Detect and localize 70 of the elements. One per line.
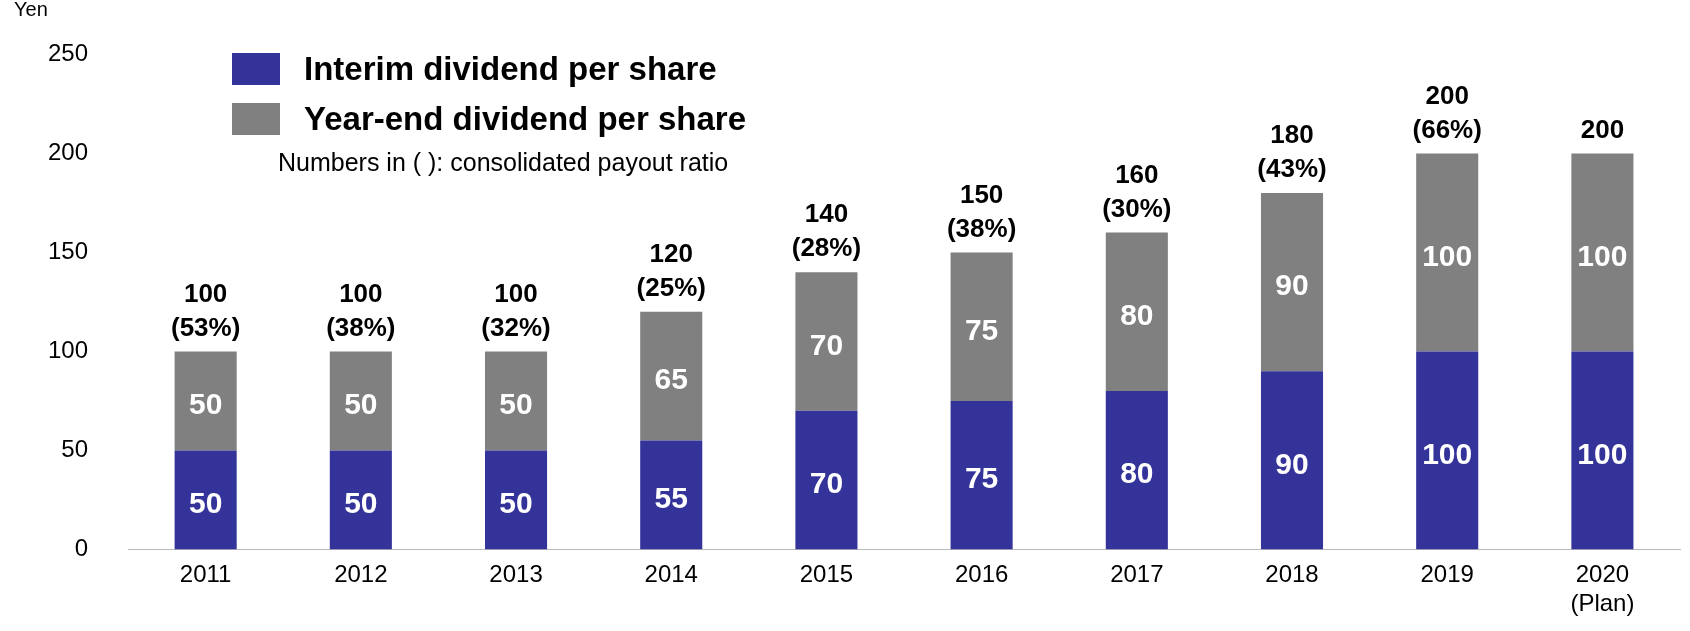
- bar: [484, 450, 548, 550]
- total-label: 150 (38%): [946, 178, 1017, 243]
- data-label: 80: [1120, 456, 1154, 490]
- data-label: 100: [1422, 436, 1473, 470]
- bar: [174, 450, 237, 550]
- x-tick-label: 2015: [799, 560, 854, 588]
- bar: [329, 450, 392, 550]
- x-tick-label: 2019: [1420, 560, 1474, 588]
- legend-label: Interim dividend per share: [304, 50, 717, 88]
- bar: [174, 351, 237, 451]
- data-label: 50: [344, 486, 378, 520]
- total-label: 120 (25%): [636, 237, 706, 302]
- bar: [640, 440, 703, 550]
- bar: [1260, 193, 1324, 372]
- x-tick-label: 2014: [644, 560, 698, 588]
- data-label: 75: [964, 312, 999, 346]
- data-label: 50: [499, 387, 533, 421]
- data-label: 50: [188, 486, 223, 520]
- data-label: 70: [809, 466, 844, 500]
- data-label: 50: [188, 387, 223, 421]
- y-tick-label: 150: [48, 237, 89, 265]
- y-tick-label: 200: [48, 138, 89, 166]
- data-label: 100: [1577, 238, 1628, 272]
- legend-label: Year-end dividend per share: [304, 100, 746, 138]
- y-tick-label: 50: [61, 435, 89, 463]
- annotation: Numbers in ( ): consolidated payout ratio: [278, 148, 729, 177]
- bar: [1105, 232, 1168, 391]
- x-tick-label: 2011: [179, 560, 232, 588]
- data-label: 50: [499, 486, 533, 520]
- bar: [1105, 391, 1168, 550]
- bar: [1416, 153, 1479, 352]
- bar: [640, 311, 703, 441]
- y-tick-label: 0: [74, 534, 89, 562]
- data-label: 100: [1577, 436, 1628, 470]
- bar: [1571, 153, 1634, 352]
- bar: [1416, 351, 1479, 550]
- bar: [1571, 351, 1634, 550]
- data-label: 50: [344, 387, 378, 421]
- y-axis-title: Yen: [14, 0, 48, 20]
- y-tick-label: 100: [48, 336, 89, 364]
- data-label: 70: [809, 327, 844, 361]
- total-label: 100 (38%): [326, 277, 396, 342]
- bar: [950, 252, 1013, 401]
- bar: [950, 400, 1013, 550]
- x-tick-label: 2018: [1265, 560, 1319, 588]
- bar: [329, 351, 392, 451]
- data-label: 90: [1275, 446, 1309, 480]
- x-tick-label: 2017: [1110, 560, 1164, 588]
- data-label: 80: [1120, 298, 1154, 332]
- total-label: 200 (66%): [1412, 79, 1482, 144]
- total-label: 100 (32%): [481, 277, 551, 342]
- x-tick-label: 2016: [954, 560, 1009, 588]
- data-label: 55: [654, 481, 688, 515]
- data-label: 75: [964, 461, 999, 495]
- y-tick-label: 250: [48, 39, 89, 67]
- x-tick-label: 2012: [334, 560, 388, 588]
- x-tick-label: 2013: [489, 560, 543, 588]
- data-label: 90: [1275, 268, 1309, 302]
- bar: [484, 351, 548, 451]
- data-label: 65: [654, 362, 688, 396]
- total-label: 160 (30%): [1102, 158, 1172, 223]
- bar: [1260, 371, 1324, 550]
- total-label: 200: [1580, 113, 1625, 144]
- total-label: 180 (43%): [1257, 119, 1327, 184]
- bar: [795, 272, 858, 411]
- data-label: 100: [1422, 238, 1473, 272]
- total-label: 100 (53%): [170, 277, 241, 342]
- bar: [795, 410, 858, 550]
- total-label: 140 (28%): [791, 198, 862, 263]
- x-tick-label: 2020 (Plan): [1570, 560, 1635, 617]
